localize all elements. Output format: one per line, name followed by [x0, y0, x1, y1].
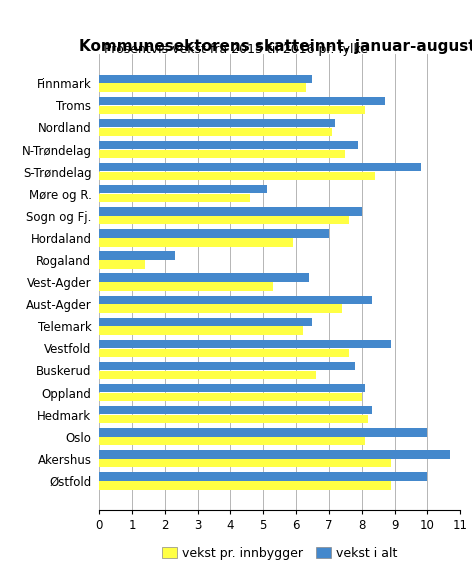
- Bar: [99, 185, 267, 193]
- Bar: [99, 83, 306, 92]
- Bar: [99, 481, 391, 489]
- Title: Kommunesektorens skatteinnt. januar-august.: Kommunesektorens skatteinnt. januar-augu…: [78, 39, 472, 54]
- Bar: [99, 304, 342, 313]
- Bar: [99, 327, 303, 335]
- Bar: [99, 362, 355, 370]
- Bar: [99, 97, 385, 105]
- Bar: [99, 437, 365, 445]
- Bar: [99, 172, 375, 180]
- Text: Prosentvis vekst fra 2015 til 2016 pr. fylke: Prosentvis vekst fra 2015 til 2016 pr. f…: [104, 43, 368, 56]
- Bar: [99, 207, 362, 215]
- Bar: [99, 340, 391, 348]
- Bar: [99, 282, 273, 291]
- Bar: [99, 128, 332, 136]
- Bar: [99, 349, 349, 357]
- Bar: [99, 415, 368, 424]
- Bar: [99, 295, 371, 304]
- Bar: [99, 393, 362, 401]
- Bar: [99, 273, 309, 282]
- Bar: [99, 216, 349, 225]
- Bar: [99, 163, 421, 171]
- Bar: [99, 75, 312, 83]
- Bar: [99, 141, 358, 149]
- Bar: [99, 459, 391, 467]
- Bar: [99, 260, 145, 269]
- Bar: [99, 472, 427, 481]
- Bar: [99, 384, 365, 392]
- Bar: [99, 238, 293, 247]
- Bar: [99, 450, 450, 459]
- Bar: [99, 318, 312, 326]
- Bar: [99, 119, 336, 127]
- Bar: [99, 406, 371, 414]
- Bar: [99, 150, 346, 158]
- Bar: [99, 371, 316, 379]
- Bar: [99, 251, 175, 260]
- Bar: [99, 105, 365, 114]
- Legend: vekst pr. innbygger, vekst i alt: vekst pr. innbygger, vekst i alt: [157, 541, 402, 565]
- Bar: [99, 428, 427, 437]
- Bar: [99, 229, 329, 238]
- Bar: [99, 194, 250, 202]
